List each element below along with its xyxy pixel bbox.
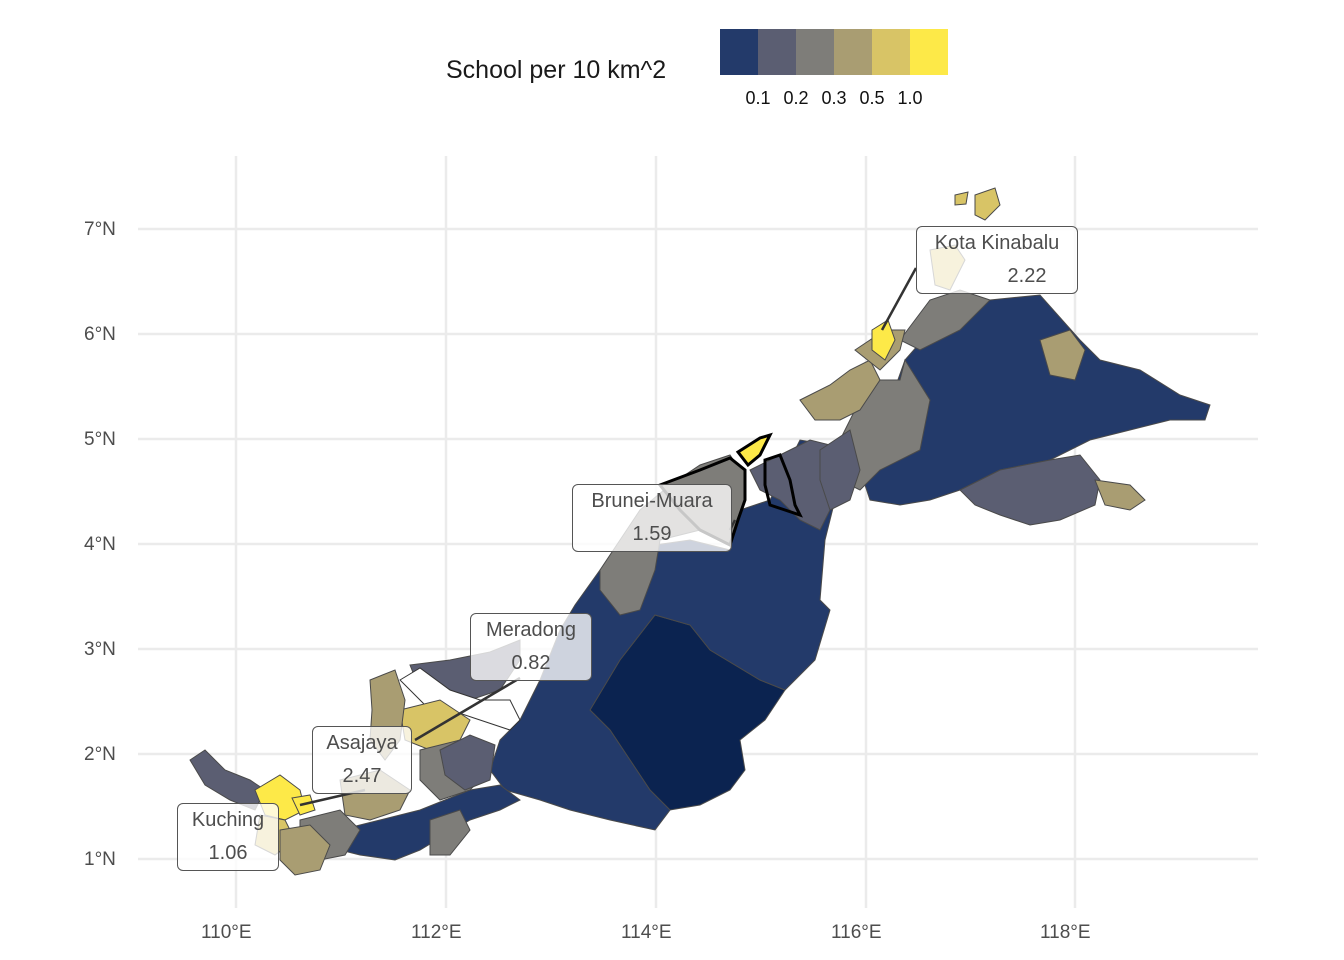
- callout-name: Kota Kinabalu: [934, 232, 1060, 254]
- y-tick-label: 1°N: [84, 849, 116, 870]
- x-tick-label: 118°E: [1040, 922, 1091, 943]
- y-tick-label: 2°N: [84, 744, 116, 765]
- district-sabah-south: [959, 454, 1101, 526]
- callout-name: Asajaya: [326, 732, 398, 754]
- district-sandakan: [1039, 329, 1086, 381]
- legend-swatch: [872, 29, 910, 75]
- legend-tick: 0.1: [745, 88, 771, 108]
- district-tenom: [819, 429, 861, 511]
- district-brunei-muara: [735, 432, 773, 468]
- callout-name: Brunei-Muara: [591, 490, 713, 512]
- legend-colorbar: [720, 29, 948, 75]
- legend-tick: 0.2: [783, 88, 809, 108]
- callout-kota-kinabalu: Kota Kinabalu 2.22: [916, 226, 1078, 294]
- x-tick-label: 110°E: [201, 922, 252, 943]
- x-tick-label: 112°E: [411, 922, 462, 943]
- district-west-coast: [799, 359, 881, 421]
- callout-value: 2.22: [1007, 265, 1047, 287]
- district-ranau: [899, 289, 991, 351]
- y-tick-label: 6°N: [84, 324, 116, 345]
- callout-name: Kuching: [191, 809, 265, 831]
- legend-tick: 0.3: [821, 88, 847, 108]
- callout-value: 0.82: [511, 652, 551, 674]
- x-tick-label: 116°E: [831, 922, 882, 943]
- district-serian: [279, 824, 331, 876]
- callout-name: Meradong: [485, 619, 577, 641]
- y-tick-label: 7°N: [84, 219, 116, 240]
- y-tick-label: 4°N: [84, 534, 116, 555]
- callout-asajaya: Asajaya 2.47: [312, 726, 412, 794]
- district-banggi: [974, 187, 1001, 221]
- callout-meradong: Meradong 0.82: [470, 613, 592, 681]
- legend-swatch: [758, 29, 796, 75]
- y-tick-label: 5°N: [84, 429, 116, 450]
- legend-tick: 0.5: [859, 88, 885, 108]
- x-tick-label: 114°E: [621, 922, 672, 943]
- district-sabah-east: [859, 294, 1211, 506]
- legend-tick: 1.0: [897, 88, 923, 108]
- district-betong: [439, 734, 496, 791]
- districts: [189, 187, 1211, 876]
- legend-swatch: [796, 29, 834, 75]
- legend-title: School per 10 km^2: [446, 56, 667, 84]
- legend-swatch: [910, 29, 948, 75]
- legend-swatch: [720, 29, 758, 75]
- callout-value: 2.47: [342, 765, 382, 787]
- callout-brunei-muara: Brunei-Muara 1.59: [572, 484, 732, 552]
- district-sabah-island: [954, 191, 969, 206]
- y-tick-label: 3°N: [84, 639, 116, 660]
- callout-kuching: Kuching 1.06: [177, 803, 279, 871]
- legend-swatch: [834, 29, 872, 75]
- district-tawau: [1094, 479, 1146, 511]
- district-engkilili: [429, 809, 471, 856]
- district-brunei-temburong: [763, 453, 803, 518]
- callout-value: 1.06: [208, 842, 248, 864]
- callout-value: 1.59: [632, 523, 672, 545]
